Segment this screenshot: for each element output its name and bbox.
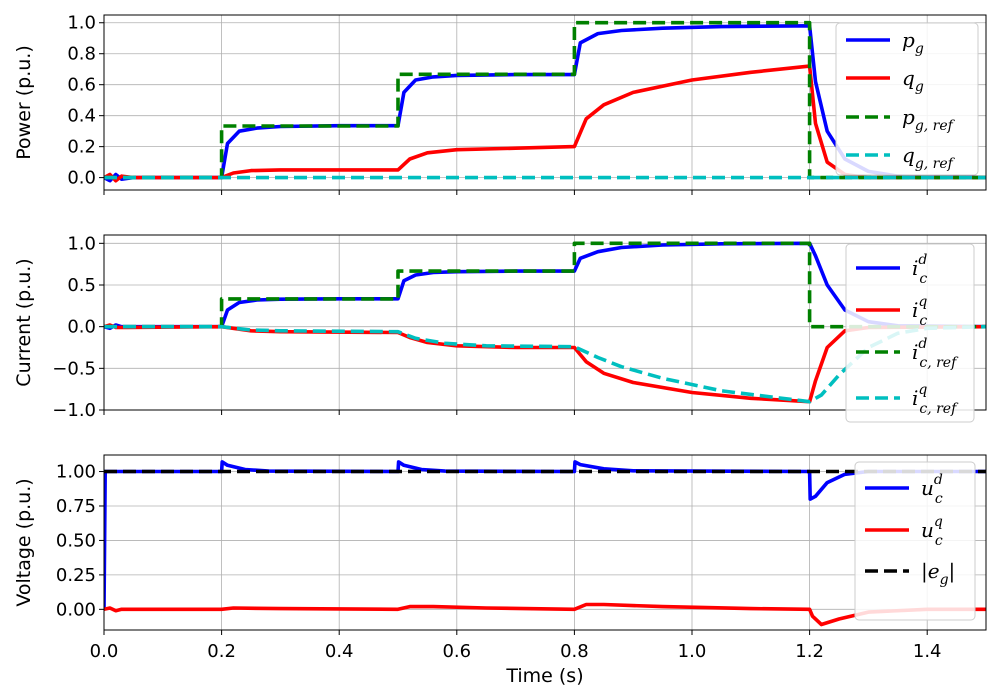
- legend-label: id c: [912, 252, 927, 287]
- panel-1: 0.0 0.2 0.4 0.6 0.8 1.0 Power (p.u.) pg qg pg, re…: [13, 13, 987, 195]
- x-tick-label: 1.2: [795, 641, 824, 662]
- y-tick-label: 0.50: [56, 530, 96, 551]
- axes-frame: [103, 14, 987, 191]
- legend-label: pg: [902, 28, 924, 57]
- legend-label: qg, ref: [902, 143, 956, 172]
- legend-label: |eg|: [921, 559, 955, 588]
- y-tick-label: −1.0: [52, 400, 96, 421]
- y-tick-label: 0.00: [56, 599, 96, 620]
- series-line-3: [104, 241, 986, 329]
- y-tick-label: 0.6: [67, 75, 96, 96]
- y-tick-label: 0.25: [56, 565, 96, 586]
- y-tick-label: 1.0: [67, 233, 96, 254]
- legend-label: iq c, ref: [912, 382, 959, 417]
- legend-label: id c, ref: [912, 336, 959, 371]
- y-tick-label: 1.0: [67, 13, 96, 34]
- y-axis-label: Power (p.u.): [13, 45, 35, 160]
- y-tick-label: 0.75: [56, 496, 96, 517]
- legend-box: [835, 22, 979, 176]
- series-group: [104, 460, 986, 627]
- legend-box: [854, 461, 976, 621]
- y-axis-label: Voltage (p.u.): [13, 478, 35, 606]
- legend-label: ud c: [921, 472, 943, 507]
- panel-3: 0.00 0.25 0.50 0.75 1.00 0.0 0.2 0.4 0.6 0.8 1.0 1.…: [13, 454, 987, 687]
- x-tick-label: 0.2: [207, 641, 236, 662]
- y-tick-label: 0.5: [67, 275, 96, 296]
- y-tick-label: 0.0: [67, 168, 96, 189]
- legend-label: uq c: [921, 514, 943, 549]
- series-group: [104, 20, 986, 183]
- legend: id c iq c id c, ref iq c, ref: [845, 243, 975, 423]
- axes-frame: [103, 234, 987, 411]
- y-tick-label: −0.5: [52, 358, 96, 379]
- x-tick-label: 1.4: [913, 641, 942, 662]
- legend-label: qg: [902, 66, 924, 95]
- x-tick-label: 0.4: [325, 641, 354, 662]
- legend: ud c uq c |eg|: [854, 461, 976, 621]
- x-tick-label: 0.0: [90, 641, 119, 662]
- legend-box: [845, 243, 975, 423]
- series-line-1: [104, 460, 986, 610]
- y-tick-label: 0.2: [67, 137, 96, 158]
- y-axis-label: Current (p.u.): [13, 258, 35, 386]
- x-tick-label: 1.0: [678, 641, 707, 662]
- legend: pg qg pg, ref qg, ref: [835, 22, 979, 176]
- x-tick-label: 0.6: [442, 641, 471, 662]
- legend-label: iq c: [912, 294, 927, 329]
- series-line-2: [104, 602, 986, 627]
- axes-frame: [103, 454, 987, 631]
- x-tick-label: 0.8: [560, 641, 589, 662]
- y-tick-label: 0.0: [67, 317, 96, 338]
- y-tick-label: 1.00: [56, 462, 96, 483]
- legend-label: pg, ref: [902, 105, 956, 134]
- y-tick-label: 0.4: [67, 106, 96, 127]
- series-line-3: [104, 20, 986, 180]
- x-axis-label: Time (s): [505, 665, 583, 687]
- y-tick-label: 0.8: [67, 44, 96, 65]
